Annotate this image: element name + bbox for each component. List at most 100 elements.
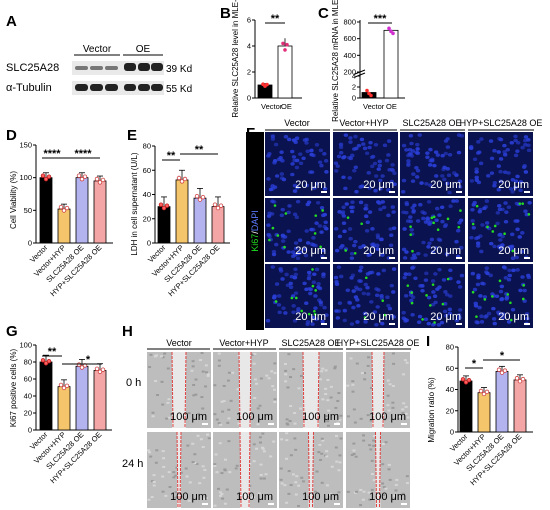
cat-c-vector: Vector	[363, 102, 385, 111]
cell-texture	[152, 474, 156, 477]
cat-c-oe: OE	[386, 102, 397, 111]
cell-texture	[223, 502, 227, 505]
cell-texture	[391, 401, 395, 404]
cell-texture	[369, 448, 373, 451]
cell-texture	[253, 378, 257, 381]
dapi-nucleus	[293, 272, 299, 277]
dapi-nucleus	[415, 151, 420, 155]
dapi-nucleus	[298, 152, 303, 156]
cell-texture	[167, 398, 171, 401]
ki67-positive-cell	[446, 217, 450, 221]
dapi-nucleus	[457, 285, 463, 289]
dapi-nucleus	[510, 177, 516, 182]
dapi-nucleus	[469, 235, 474, 240]
dapi-nucleus	[356, 143, 362, 148]
dapi-nucleus	[279, 213, 285, 218]
dapi-nucleus	[281, 239, 286, 243]
dapi-nucleus	[409, 298, 414, 303]
dapi-nucleus	[432, 163, 437, 168]
cell-texture	[273, 372, 277, 375]
dapi-nucleus	[426, 244, 431, 249]
cell-texture	[280, 482, 284, 485]
cell-texture	[403, 359, 407, 362]
dapi-nucleus	[526, 273, 531, 278]
dapi-nucleus	[428, 147, 433, 152]
dapi-nucleus	[523, 135, 529, 139]
dapi-nucleus	[341, 205, 346, 210]
dapi-nucleus	[308, 287, 313, 292]
dapi-nucleus	[404, 250, 409, 254]
dapi-nucleus	[503, 266, 508, 270]
cell-texture	[162, 457, 166, 460]
cell-texture	[370, 473, 374, 476]
cell-texture	[405, 482, 409, 485]
dapi-nucleus	[434, 218, 439, 223]
cell-texture	[258, 404, 262, 407]
ki67-positive-cell	[319, 245, 322, 249]
dapi-nucleus	[497, 233, 502, 237]
cell-texture	[259, 477, 263, 480]
cell-texture	[362, 490, 366, 493]
data-point	[460, 377, 466, 382]
cell-texture	[195, 462, 199, 465]
cell-texture	[359, 504, 363, 507]
dapi-nucleus	[424, 271, 429, 276]
dapi-nucleus	[347, 301, 353, 305]
dapi-nucleus	[418, 284, 423, 288]
cell-texture	[161, 450, 165, 453]
cell-texture	[299, 374, 303, 377]
cell-texture	[339, 437, 343, 440]
cell-texture	[352, 452, 356, 455]
dapi-nucleus	[309, 227, 314, 232]
dapi-nucleus	[319, 163, 324, 168]
cell-texture	[405, 475, 409, 478]
cell-texture	[395, 478, 399, 481]
dapi-nucleus	[423, 220, 429, 224]
dapi-nucleus	[427, 163, 433, 167]
cell-texture	[318, 443, 322, 446]
dapi-nucleus	[322, 152, 327, 156]
data-point	[281, 41, 285, 46]
tick-label: 80	[24, 358, 32, 367]
dapi-nucleus	[404, 202, 410, 207]
dapi-nucleus	[477, 209, 482, 214]
dapi-nucleus	[410, 149, 416, 153]
dapi-nucleus	[492, 244, 497, 249]
dapi-nucleus	[291, 304, 296, 308]
ki67-positive-cell	[425, 294, 428, 297]
data-point	[514, 376, 520, 381]
wb-size-55: 55 Kd	[166, 84, 192, 95]
ki67-positive-cell	[290, 296, 294, 300]
dapi-nucleus	[377, 163, 383, 168]
wb-size-39: 39 Kd	[166, 64, 192, 75]
ki67-positive-cell	[295, 296, 298, 300]
dapi-nucleus	[491, 306, 496, 311]
cell-texture	[167, 416, 171, 419]
cell-texture	[204, 371, 208, 374]
dapi-nucleus	[333, 161, 339, 166]
dapi-nucleus	[277, 310, 282, 315]
ki67-positive-cell	[411, 249, 414, 253]
cell-texture	[404, 405, 408, 408]
cell-texture	[220, 493, 224, 496]
cell-texture	[261, 446, 265, 449]
dapi-nucleus	[379, 294, 384, 298]
dapi-nucleus	[514, 201, 520, 206]
scale-bar-label: 20 μm	[498, 179, 529, 191]
cell-texture	[321, 398, 325, 401]
dapi-nucleus	[391, 226, 397, 230]
dapi-nucleus	[274, 174, 280, 178]
dapi-nucleus	[490, 292, 495, 296]
cell-texture	[318, 378, 322, 381]
dapi-nucleus	[496, 150, 501, 154]
dapi-nucleus	[367, 210, 373, 214]
dapi-nucleus	[492, 321, 497, 326]
wound-gap	[172, 352, 186, 428]
wound-edge-right	[317, 351, 320, 429]
cell-texture	[265, 374, 269, 377]
dapi-nucleus	[359, 265, 364, 270]
cell-texture	[161, 356, 165, 359]
wound-gap	[303, 352, 319, 428]
dapi-nucleus	[437, 213, 442, 217]
cell-texture	[222, 400, 226, 403]
